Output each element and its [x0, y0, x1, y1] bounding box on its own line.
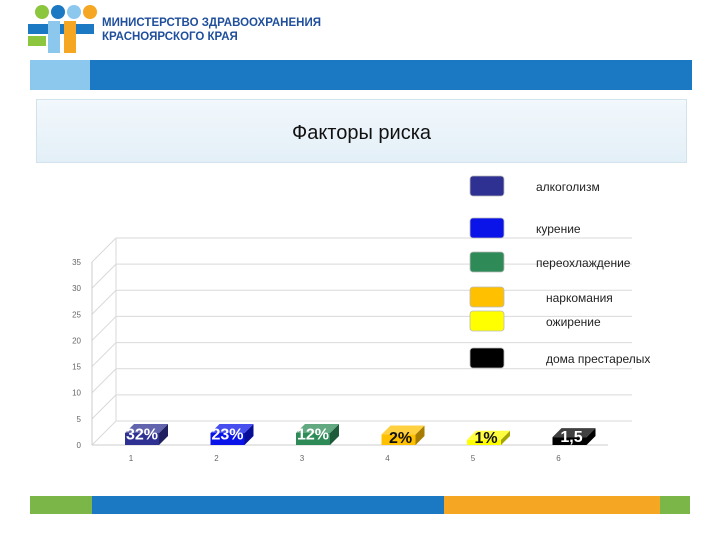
title-panel: Факторы риска [36, 99, 687, 163]
y-tick-label: 5 [77, 415, 82, 424]
y-tick-label: 0 [77, 441, 82, 450]
legend-label: курение [536, 222, 581, 236]
bar-side [159, 424, 168, 445]
bar-side [415, 425, 425, 445]
organization-name-line2: КРАСНОЯРСКОГО КРАЯ [102, 31, 238, 43]
x-tick-label: 5 [471, 454, 476, 463]
header-color-bar [30, 60, 692, 90]
gridline-depth [91, 316, 117, 341]
organization-name: МИНИСТЕРСТВО ЗДРАВООХРАНЕНИЯ КРАСНОЯРСКО… [102, 16, 321, 44]
legend-swatch [469, 310, 505, 332]
gridline-depth [91, 420, 117, 446]
bar [467, 439, 501, 445]
x-tick-label: 2 [214, 454, 219, 463]
gridline-depth [91, 342, 117, 367]
bar [552, 437, 587, 445]
footer-color-bar [30, 496, 690, 514]
legend-label: переохлаждение [536, 256, 631, 270]
y-tick-label: 30 [72, 284, 81, 293]
bar [210, 433, 245, 445]
bar [125, 433, 159, 445]
footer-bar-blue-segment [92, 496, 444, 514]
data-label: 1% [474, 430, 497, 447]
gridline-depth [91, 368, 117, 394]
gridline-depth [91, 394, 117, 420]
legend-label: наркомания [546, 291, 613, 305]
footer-bar-green-segment [30, 496, 92, 514]
legend-swatch [469, 286, 505, 308]
x-tick-label: 4 [385, 454, 390, 463]
footer-bar-green-end-segment [660, 496, 690, 514]
data-label: 12% [297, 427, 329, 444]
data-label: 1,5 [560, 429, 582, 446]
bar-side [244, 424, 254, 445]
bar [296, 433, 330, 445]
legend-swatch [469, 347, 505, 369]
x-tick-label: 3 [300, 454, 305, 463]
x-tick-label: 1 [129, 454, 134, 463]
gridline-depth [91, 263, 117, 289]
x-tick-label: 6 [556, 454, 561, 463]
legend-label: алкоголизм [536, 180, 600, 194]
y-tick-label: 35 [72, 258, 81, 267]
y-tick-label: 10 [72, 389, 81, 398]
legend-swatch [469, 217, 505, 239]
y-tick-label: 15 [72, 363, 81, 372]
bar-side [501, 430, 510, 445]
data-label: 23% [211, 427, 243, 444]
y-tick-label: 25 [72, 310, 81, 319]
legend-swatch [469, 251, 505, 273]
legend-label: ожирение [546, 315, 601, 329]
ministry-logo [28, 5, 97, 53]
bar-side [586, 428, 596, 445]
y-tick-label: 20 [72, 336, 81, 345]
legend-swatch [469, 175, 505, 197]
gridline-depth [91, 237, 117, 263]
bar-top [552, 428, 596, 438]
bar [381, 434, 416, 445]
legend-label: дома престарелых [546, 352, 650, 366]
footer-bar-orange-segment [444, 496, 660, 514]
gridline-depth [91, 289, 117, 315]
bar-top [210, 424, 254, 433]
header-bar-dark-segment [90, 60, 692, 90]
chart-title: Факторы риска [291, 122, 432, 144]
data-label: 32% [126, 427, 158, 444]
bar-top [467, 430, 510, 440]
bar-top [296, 424, 339, 433]
organization-name-line1: МИНИСТЕРСТВО ЗДРАВООХРАНЕНИЯ [102, 17, 321, 29]
bar-top [125, 424, 168, 433]
data-label: 2% [389, 430, 412, 447]
bar-side [330, 424, 339, 445]
bar-top [381, 425, 425, 435]
header-bar-light-segment [30, 60, 90, 90]
